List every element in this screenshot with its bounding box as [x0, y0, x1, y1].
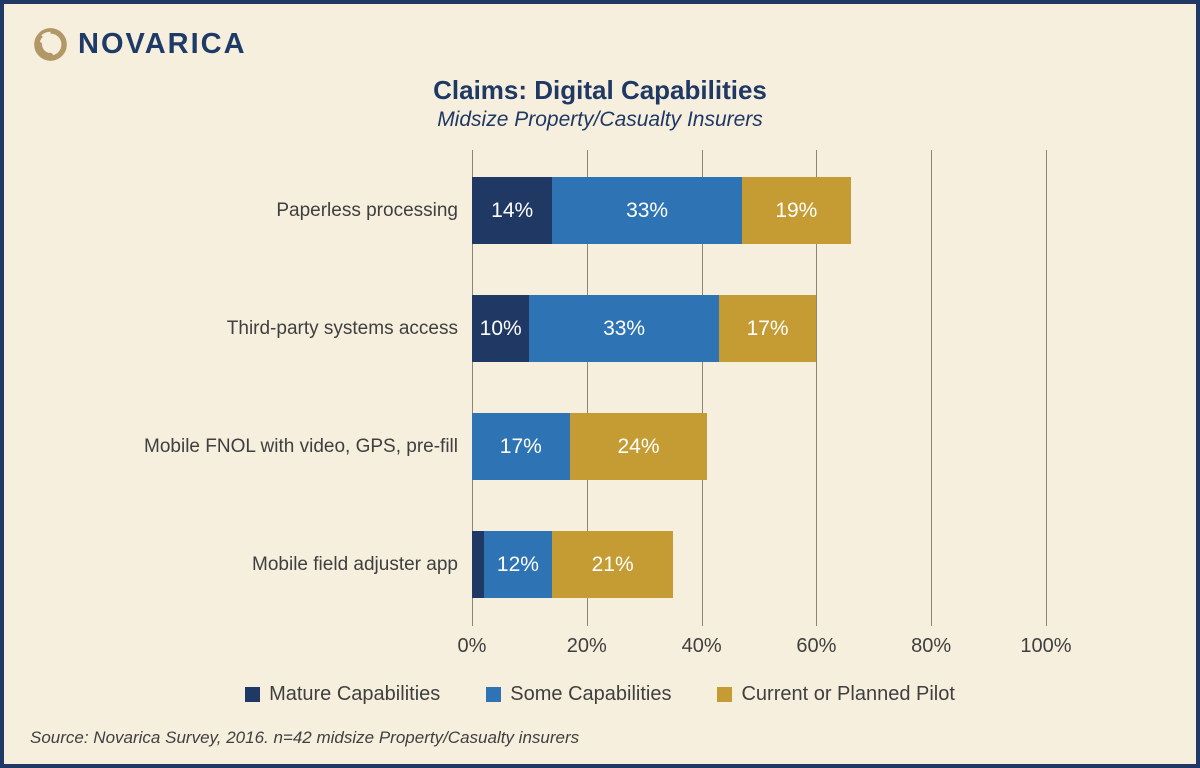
legend-label: Current or Planned Pilot — [741, 683, 955, 705]
bar-row: 10% 33% 17% — [472, 295, 1046, 362]
legend-swatch — [486, 687, 502, 702]
x-axis-tick-label: 40% — [681, 635, 722, 657]
category-label: Paperless processing — [276, 200, 458, 221]
bar-row: 12% 21% — [472, 531, 1046, 598]
bar-segment: 10% — [472, 295, 530, 362]
bar-segment: 12% — [483, 531, 553, 598]
gridline — [701, 150, 703, 626]
bar-segment: 33% — [552, 177, 742, 244]
gridline — [472, 150, 473, 626]
gridline — [1046, 150, 1047, 626]
category-labels: Paperless processing Third-party systems … — [4, 150, 458, 626]
chart-title: Claims: Digital Capabilities — [433, 75, 767, 105]
gridline — [931, 150, 933, 626]
brand-logo: NOVARICA — [32, 26, 247, 63]
bar-segment — [472, 531, 484, 598]
chart-subtitle: Midsize Property/Casualty Insurers — [437, 108, 763, 131]
legend-label: Mature Capabilities — [269, 683, 441, 705]
bar-value-label: 12% — [496, 552, 539, 576]
legend: Mature Capabilities Some Capabilities Curr… — [4, 683, 1196, 706]
legend-swatch — [717, 687, 733, 702]
bar-value-label: 24% — [617, 434, 660, 458]
x-axis-tick-label: 100% — [1020, 635, 1072, 657]
source-note: Source: Novarica Survey, 2016. n=42 mids… — [30, 728, 580, 747]
category-label: Mobile FNOL with video, GPS, pre-fill — [144, 436, 458, 457]
x-axis-tick-label: 0% — [457, 635, 487, 657]
legend-item: Current or Planned Pilot — [717, 683, 955, 706]
bar-segment: 14% — [472, 177, 553, 244]
bar-segment: 24% — [569, 413, 708, 480]
legend-swatch — [245, 687, 261, 702]
novarica-logo-icon — [34, 28, 67, 61]
legend-label: Some Capabilities — [510, 683, 672, 705]
bar-row: 14% 33% 19% — [472, 177, 1046, 244]
bar-value-label: 10% — [479, 316, 522, 340]
bar-value-label: 14% — [491, 198, 534, 222]
gridline — [586, 150, 588, 626]
brand-name: NOVARICA — [78, 28, 247, 60]
bar-value-label: 17% — [746, 316, 789, 340]
legend-item: Mature Capabilities — [245, 683, 440, 706]
bar-segment: 17% — [472, 413, 570, 480]
bar-segment: 17% — [718, 295, 817, 362]
bar-row: 17% 24% — [472, 413, 1046, 480]
bar-segment: 19% — [741, 177, 851, 244]
x-axis: 0% 20% 40% 60% 80% 100% — [458, 635, 1072, 665]
gridline — [816, 150, 818, 626]
bar-segment: 21% — [552, 531, 673, 598]
plot-area: 14% 33% 19% 10% 33% 17% 17% 24% 12% 21% — [472, 150, 1047, 626]
bar-value-label: 21% — [591, 552, 634, 576]
category-label: Mobile field adjuster app — [252, 554, 458, 575]
bar-value-label: 17% — [499, 434, 542, 458]
x-axis-tick-label: 80% — [911, 635, 952, 657]
x-axis-tick-label: 20% — [566, 635, 607, 657]
bar-segment: 33% — [529, 295, 719, 362]
category-label: Third-party systems access — [226, 318, 458, 339]
x-axis-tick-label: 60% — [796, 635, 837, 657]
legend-item: Some Capabilities — [486, 683, 671, 706]
bar-value-label: 33% — [603, 316, 646, 340]
bar-value-label: 33% — [626, 198, 669, 222]
bar-value-label: 19% — [775, 198, 818, 222]
